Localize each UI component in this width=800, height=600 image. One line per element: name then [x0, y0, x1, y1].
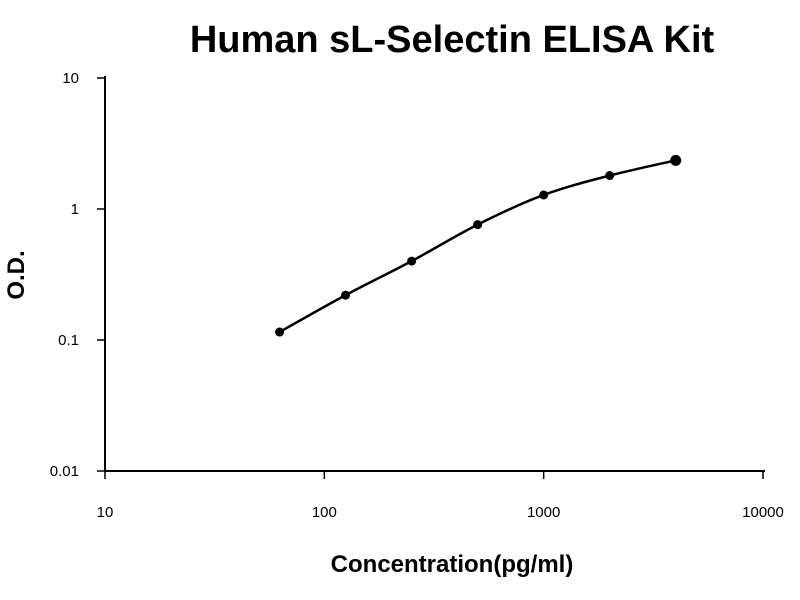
data-point	[341, 290, 351, 300]
y-tick-label: 0.01	[50, 463, 79, 480]
data-point	[407, 256, 417, 266]
data-point	[670, 154, 682, 166]
y-tick-label: 1	[71, 201, 79, 218]
x-tick-label: 10000	[742, 504, 784, 521]
axis-ticks: 0.01 0.1 1 10 10 100 1000 10000	[50, 70, 784, 521]
x-axis-title: Concentration(pg/ml)	[331, 551, 574, 578]
x-tick-label: 1000	[527, 504, 560, 521]
y-tick-label: 0.1	[58, 332, 79, 349]
x-tick-label: 100	[312, 504, 337, 521]
y-tick-label: 10	[62, 70, 79, 87]
data-point	[275, 327, 285, 337]
series-line	[278, 159, 676, 334]
data-point	[605, 171, 615, 181]
data-point	[539, 190, 549, 200]
chart-title: Human sL-Selectin ELISA Kit	[190, 19, 715, 61]
y-axis-title: O.D.	[3, 250, 30, 299]
data-series	[275, 154, 682, 337]
data-point	[473, 220, 483, 230]
x-tick-label: 10	[97, 504, 114, 521]
